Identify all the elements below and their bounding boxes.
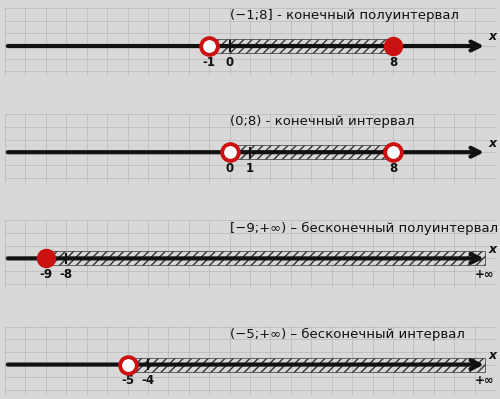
Text: x: x [489, 30, 497, 43]
Text: 0: 0 [226, 162, 234, 175]
Bar [128, 358, 485, 371]
Text: x: x [489, 137, 497, 150]
Text: (−5;+∞) – бесконечный интервал: (−5;+∞) – бесконечный интервал [230, 328, 464, 341]
Text: +∞: +∞ [475, 268, 494, 281]
Text: 8: 8 [389, 56, 397, 69]
Text: -9: -9 [40, 268, 52, 281]
Text: [−9;+∞) – бесконечный полуинтервал: [−9;+∞) – бесконечный полуинтервал [230, 221, 498, 235]
Text: +∞: +∞ [475, 374, 494, 387]
Text: -5: -5 [121, 374, 134, 387]
Text: 0: 0 [226, 56, 234, 69]
Text: x: x [489, 243, 497, 256]
Bar [46, 251, 485, 265]
Text: -8: -8 [60, 268, 73, 281]
Text: 8: 8 [389, 162, 397, 175]
Text: -4: -4 [142, 374, 154, 387]
Text: (0;8) - конечный интервал: (0;8) - конечный интервал [230, 115, 414, 128]
Text: 1: 1 [246, 162, 254, 175]
Text: x: x [489, 349, 497, 362]
Bar [230, 145, 393, 159]
Text: -1: -1 [202, 56, 215, 69]
Bar [209, 39, 393, 53]
Text: (−1;8] - конечный полуинтервал: (−1;8] - конечный полуинтервал [230, 9, 459, 22]
